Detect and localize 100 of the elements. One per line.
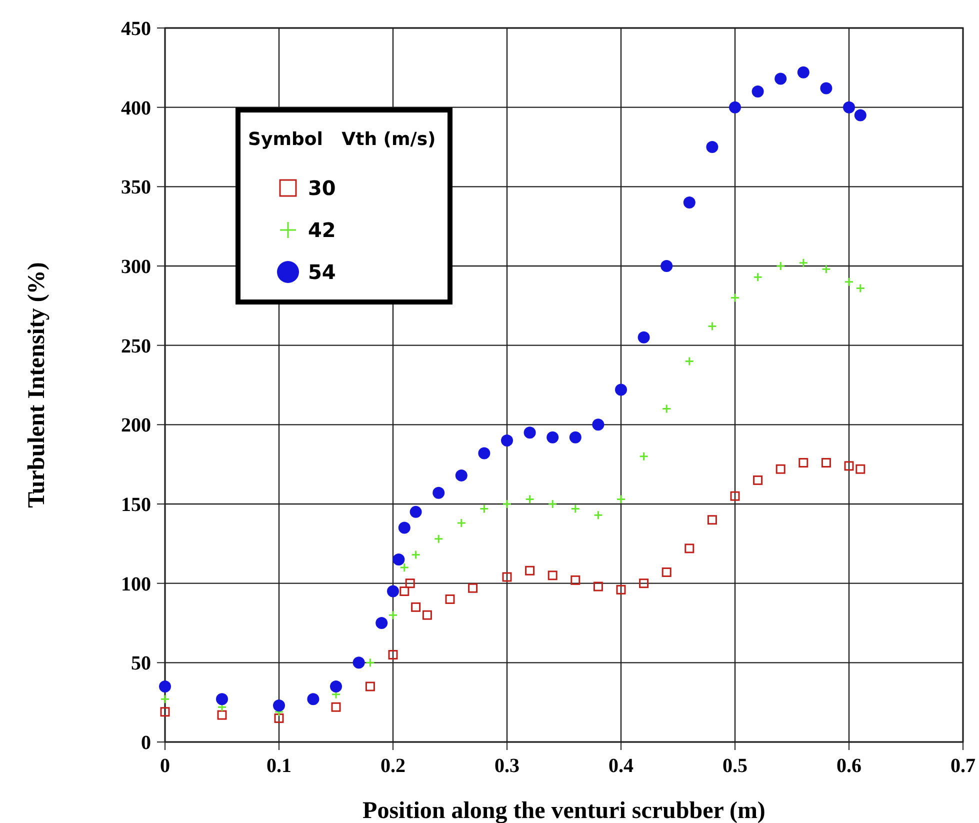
point [706, 141, 718, 153]
point [216, 693, 228, 706]
point [616, 584, 626, 594]
point [683, 196, 696, 209]
point [843, 101, 855, 114]
point [821, 458, 831, 468]
y-tick-label: 150 [121, 494, 151, 516]
point [752, 85, 764, 98]
legend-label: 42 [308, 218, 336, 242]
point [548, 570, 558, 580]
point [753, 272, 763, 282]
point [662, 567, 672, 577]
point [501, 434, 513, 447]
point [392, 554, 405, 566]
point [797, 66, 810, 78]
point [502, 499, 512, 509]
y-tick-label: 50 [131, 652, 151, 675]
point [376, 617, 388, 629]
point [820, 82, 832, 94]
point [615, 384, 627, 396]
point [455, 469, 468, 482]
point [365, 658, 375, 668]
point [160, 707, 170, 717]
point [798, 458, 808, 468]
point [525, 494, 535, 504]
point [160, 694, 170, 704]
x-axis-title: Position along the venturi scrubber (m) [362, 798, 766, 823]
point [854, 109, 866, 122]
point [525, 566, 535, 576]
point [524, 426, 536, 439]
point [432, 486, 445, 499]
point [639, 578, 649, 588]
point [730, 292, 740, 302]
point [844, 277, 854, 287]
point [411, 550, 421, 560]
point [569, 431, 582, 444]
x-tick-label: 0.6 [836, 755, 862, 777]
x-tick-label: 0.1 [266, 755, 292, 777]
y-tick-label: 100 [121, 573, 151, 596]
point [400, 562, 410, 572]
point [729, 101, 741, 114]
point [398, 522, 410, 534]
point [856, 464, 866, 474]
point [570, 504, 580, 514]
point [776, 464, 786, 474]
point [479, 504, 489, 514]
y-tick-label: 400 [121, 97, 151, 120]
point [352, 656, 365, 669]
y-tick-label: 350 [121, 176, 151, 199]
point [217, 710, 227, 720]
point [774, 72, 787, 85]
point [388, 650, 398, 660]
point [684, 544, 694, 554]
point [616, 494, 626, 504]
y-tick-label: 450 [121, 18, 151, 40]
y-tick-label: 0 [141, 732, 151, 754]
point [844, 461, 854, 471]
y-tick-label: 200 [121, 414, 151, 437]
legend-title: Symbol Vth (m/s) [248, 129, 436, 150]
point [331, 702, 341, 712]
y-tick-label: 300 [121, 256, 151, 278]
legend-label: 30 [308, 176, 336, 200]
point [388, 610, 398, 620]
point [502, 572, 512, 582]
point [662, 404, 672, 414]
point [546, 431, 559, 444]
point [730, 491, 740, 501]
point [593, 582, 603, 592]
point [307, 693, 320, 706]
point [468, 583, 478, 593]
legend-label: 54 [308, 260, 336, 284]
point [593, 510, 603, 520]
point [273, 700, 285, 712]
point [434, 534, 444, 544]
point [856, 283, 866, 293]
point [387, 585, 399, 598]
x-tick-label: 0.7 [950, 755, 976, 777]
point [456, 518, 466, 528]
point [570, 575, 580, 585]
point [798, 258, 808, 268]
y-axis-title: Turbulent Intensity (%) [24, 262, 50, 508]
point [639, 452, 649, 462]
x-tick-label: 0.2 [380, 755, 406, 777]
y-tick-label: 250 [121, 335, 151, 358]
point [821, 264, 831, 274]
x-tick-label: 0 [160, 755, 170, 777]
x-tick-label: 0.3 [494, 755, 520, 777]
point [422, 610, 432, 620]
point [400, 586, 410, 596]
point [405, 578, 415, 588]
point [274, 713, 284, 723]
point [445, 594, 455, 604]
point [365, 682, 375, 692]
x-tick-label: 0.4 [608, 755, 634, 777]
point [592, 418, 604, 431]
point [410, 506, 422, 518]
point [707, 515, 717, 525]
x-tick-label: 0.5 [722, 755, 748, 777]
point [548, 499, 558, 509]
point [753, 475, 763, 485]
